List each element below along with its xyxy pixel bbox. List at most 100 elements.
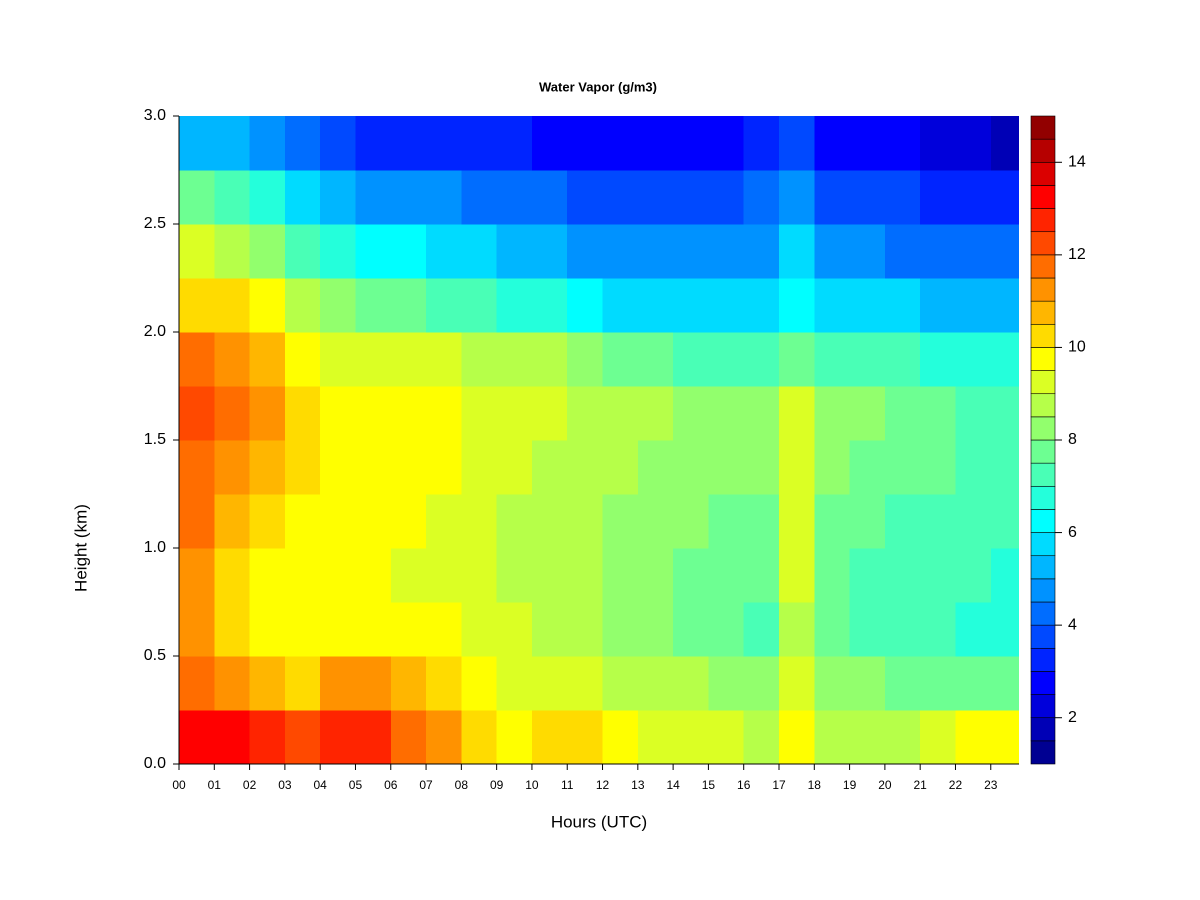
heatmap-cell [708,440,745,495]
heatmap-cell [955,116,992,171]
heatmap-cell [814,332,851,387]
heatmap-cell [214,602,251,657]
heatmap-cell [567,224,604,279]
x-tick-label: 09 [490,778,504,792]
heatmap-cell [990,116,1019,171]
heatmap-cell [814,278,851,333]
heatmap-cell [355,548,392,603]
colorbar-box [1030,532,1056,557]
heatmap-cell [496,386,533,441]
heatmap-cell [602,224,639,279]
colorbar-tick-label: 8 [1068,431,1077,448]
colorbar-tick-label: 4 [1068,616,1077,633]
heatmap-cell [884,386,921,441]
heatmap-cell [390,548,427,603]
colorbar-box [1030,740,1056,765]
heatmap-cell [673,116,710,171]
heatmap-cell [637,494,674,549]
heatmap-cell [884,548,921,603]
heatmap-cell [920,710,957,764]
heatmap-cell [390,602,427,657]
heatmap-cell [779,278,815,333]
heatmap-cell [179,224,215,279]
heatmap-cell [849,116,886,171]
heatmap-cell [920,170,957,225]
heatmap-cell [214,332,251,387]
heatmap-cell [708,494,745,549]
heatmap-cell [284,116,321,171]
heatmap-cell [779,386,815,441]
heatmap-cell [249,116,286,171]
heatmap-cell [179,440,215,495]
heatmap-cell [531,602,568,657]
heatmap-cell [461,602,498,657]
heatmap-cell [602,332,639,387]
heatmap-cell [567,494,604,549]
colorbar-box [1030,555,1056,580]
heatmap-cell [920,278,957,333]
heatmap-cell [814,656,851,711]
colorbar-box [1030,694,1056,719]
heatmap-cell [884,656,921,711]
heatmap-cell [708,116,745,171]
heatmap-cell [355,116,392,171]
heatmap-cell [920,116,957,171]
heatmap-cell [955,332,992,387]
heatmap-cell [461,710,498,764]
heatmap-cell [496,224,533,279]
heatmap-cell [567,602,604,657]
heatmap-cell [673,224,710,279]
heatmap-cell [814,116,851,171]
x-tick-label: 21 [913,778,927,792]
heatmap-cell [179,602,215,657]
heatmap-cell [602,494,639,549]
heatmap-cell [461,386,498,441]
heatmap-cell [461,548,498,603]
heatmap-cell [531,386,568,441]
y-tick-label: 1.5 [144,431,166,448]
colorbar-box [1030,647,1056,672]
x-tick-label: 16 [737,778,751,792]
x-tick-label: 11 [561,778,574,792]
heatmap-cell [496,710,533,764]
heatmap-cell [179,332,215,387]
colorbar-tick-label: 10 [1068,339,1086,356]
heatmap-cell [708,332,745,387]
heatmap-cell [955,656,992,711]
x-tick-label: 23 [984,778,998,792]
heatmap-cell [673,332,710,387]
heatmap-cell [496,440,533,495]
heatmap-cell [426,440,462,495]
heatmap-cell [567,278,604,333]
colorbar-box [1030,439,1056,464]
colorbar-box [1030,416,1056,441]
heatmap-cell [779,548,815,603]
x-tick-label: 14 [666,778,680,792]
x-tick-label: 15 [702,778,716,792]
heatmap-cell [884,116,921,171]
colorbar-box [1030,393,1056,418]
heatmap-cell [355,710,392,764]
heatmap-cell [426,170,462,225]
heatmap-cell [355,224,392,279]
heatmap-cell [743,386,780,441]
heatmap-cell [990,440,1019,495]
heatmap-cell [990,278,1019,333]
heatmap-cell [990,602,1019,657]
heatmap-cell [426,116,462,171]
heatmap-cell [426,332,462,387]
heatmap-cell [743,116,780,171]
heatmap-cell [637,602,674,657]
heatmap-cell [849,386,886,441]
colorbar-box [1030,485,1056,510]
heatmap-cell [284,386,321,441]
heatmap-cell [920,332,957,387]
heatmap-cell [179,386,215,441]
heatmap-cell [249,494,286,549]
heatmap-cell [955,224,992,279]
colorbar-box [1030,185,1056,209]
colorbar-box [1030,671,1056,695]
heatmap-cell [390,278,427,333]
heatmap-cell [743,494,780,549]
